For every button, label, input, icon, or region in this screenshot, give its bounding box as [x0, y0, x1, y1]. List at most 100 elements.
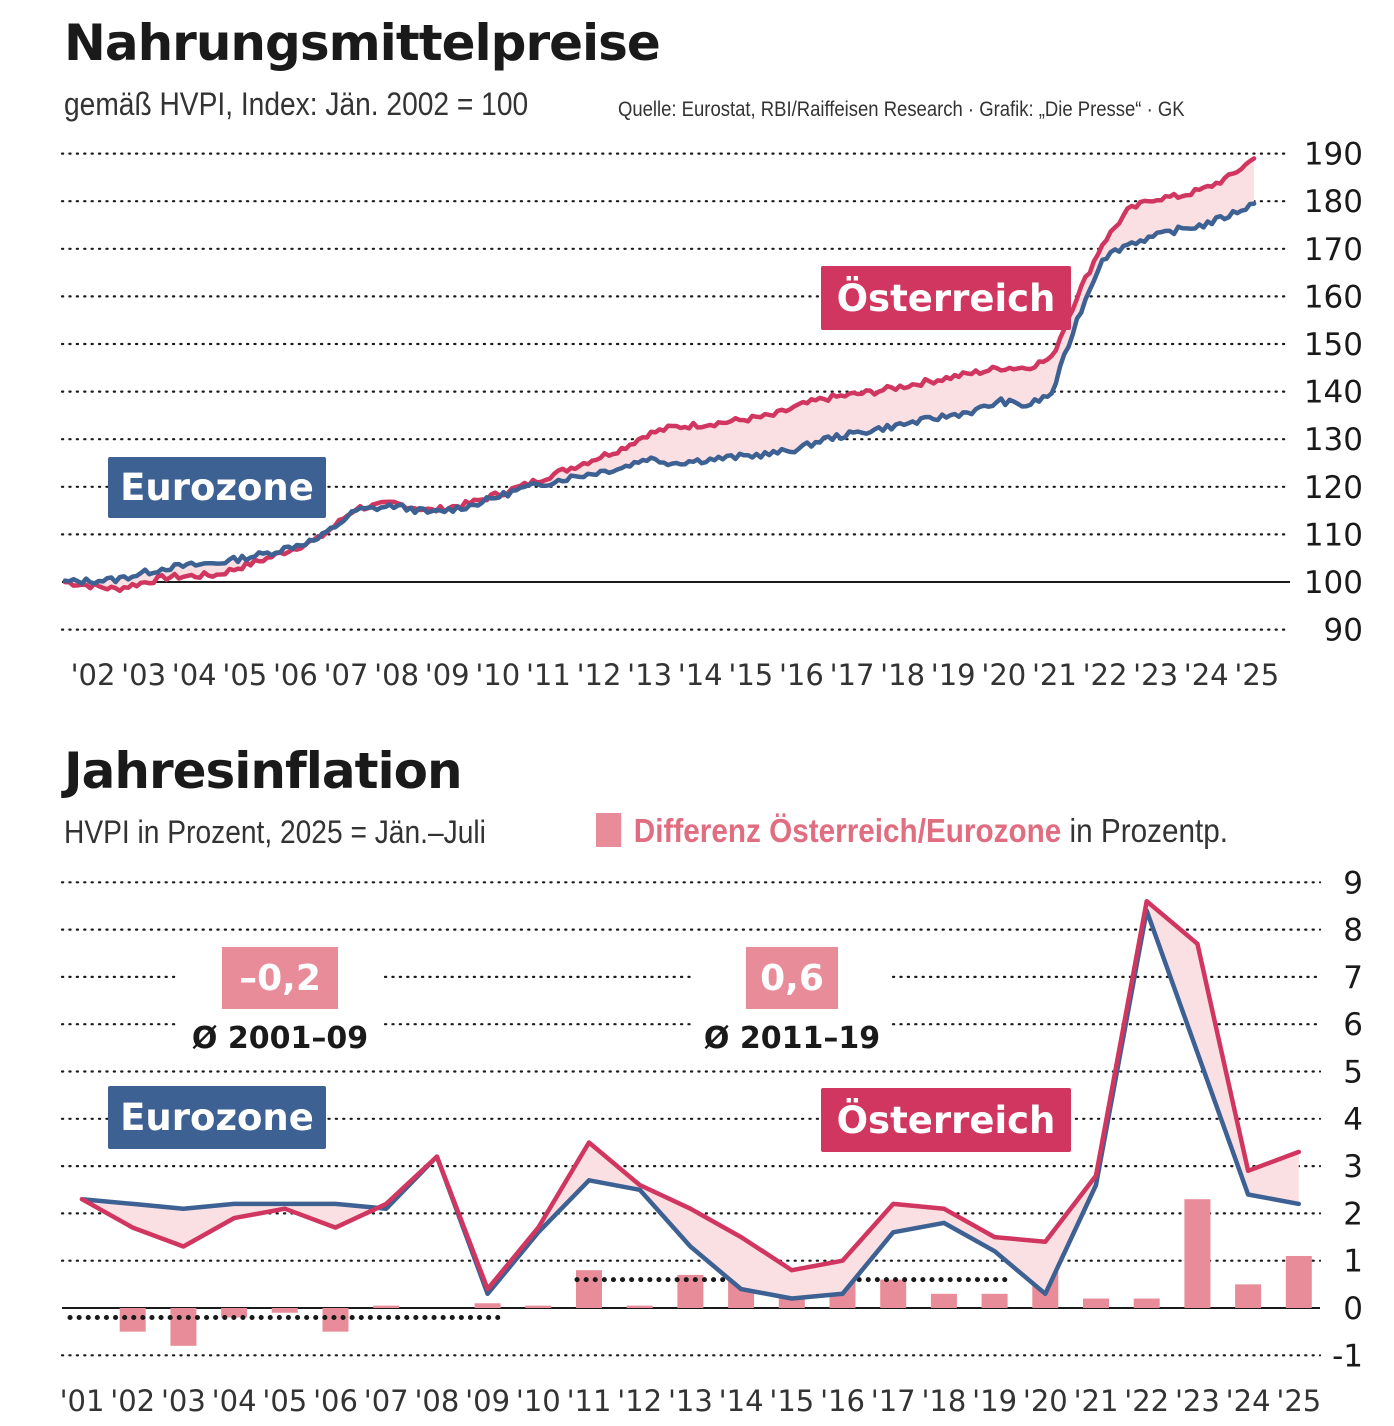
bottom-x-tick-label: '05 [262, 1384, 307, 1418]
difference-bars [119, 1199, 1312, 1346]
difference-bar [1083, 1298, 1109, 1308]
top-x-tick-label: '25 [1234, 658, 1279, 692]
top-x-tick-label: '11 [526, 658, 571, 692]
legend-label: Differenz Österreich/Eurozone [633, 812, 1062, 849]
difference-bar [1235, 1284, 1262, 1308]
bottom-y-tick-label: 4 [1343, 1102, 1363, 1138]
annual-inflation-chart: -1 0 1 2 3 4 5 6 7 8 9 '01'02'03'04'05'06'07'08'09… [60, 866, 1363, 1418]
bottom-x-tick-label: '11 [567, 1384, 612, 1418]
average-2001-09-value: –0,2 [239, 958, 321, 999]
top-x-tick-label: '10 [475, 658, 520, 692]
source-credit: Quelle: Eurostat, RBI/Raiffeisen Researc… [618, 98, 1185, 121]
bottom-austria-label: Österreich [821, 1088, 1071, 1152]
bottom-eurozone-label: Eurozone [108, 1086, 326, 1149]
bottom-x-tick-label: '10 [516, 1384, 561, 1418]
bottom-x-tick-label: '13 [668, 1384, 713, 1418]
difference-bar [1285, 1255, 1312, 1308]
bottom-x-tick-label: '07 [364, 1384, 409, 1418]
difference-bar [474, 1303, 501, 1308]
bottom-x-tick-label: '02 [110, 1384, 155, 1418]
top-x-tick-label: '15 [728, 658, 773, 692]
bottom-y-tick-label: 3 [1343, 1149, 1363, 1185]
average-2011-19-period: Ø 2011–19 [704, 1021, 880, 1056]
bottom-x-tick-label: '08 [414, 1384, 459, 1418]
top-x-tick-label: '23 [1133, 658, 1178, 692]
top-y-axis: 90 100 110 120 130 140 150 160 170 180 190 [1304, 137, 1363, 649]
bottom-eurozone-line [79, 908, 1302, 1301]
difference-bar [930, 1293, 957, 1308]
top-austria-line [62, 156, 1257, 594]
bottom-x-tick-label: '21 [1074, 1384, 1119, 1418]
top-eurozone-label: Eurozone [108, 457, 326, 518]
average-lines [67, 1277, 1010, 1320]
average-2011-19-badge: 0,6 Ø 2011–19 [704, 947, 880, 1056]
difference-bar [1133, 1298, 1160, 1308]
bottom-difference-area [82, 901, 1299, 1299]
bottom-x-tick-label: '20 [1023, 1384, 1068, 1418]
difference-bar [271, 1308, 298, 1313]
top-eurozone-line [62, 201, 1257, 586]
bottom-y-tick-label: 6 [1343, 1007, 1363, 1043]
bottom-x-tick-label: '09 [465, 1384, 510, 1418]
top-eurozone-label-text: Eurozone [120, 466, 314, 509]
difference-bar [373, 1305, 400, 1308]
bottom-y-tick-label: 1 [1343, 1244, 1363, 1280]
bottom-x-tick-label: '16 [820, 1384, 865, 1418]
bottom-y-tick-label: 0 [1343, 1291, 1363, 1327]
top-x-tick-label: '21 [1032, 658, 1077, 692]
bottom-x-tick-label: '17 [871, 1384, 916, 1418]
top-y-tick-label: 120 [1304, 470, 1363, 506]
bottom-y-tick-label: 5 [1343, 1055, 1363, 1091]
difference-bar [677, 1274, 704, 1308]
top-x-tick-label: '02 [71, 658, 116, 692]
top-x-tick-label: '17 [830, 658, 875, 692]
bottom-x-tick-label: '12 [617, 1384, 662, 1418]
bottom-x-tick-label: '06 [313, 1384, 358, 1418]
top-x-tick-label: '06 [273, 658, 318, 692]
difference-legend: Differenz Österreich/Eurozone in Prozent… [596, 812, 1228, 850]
top-y-tick-label: 170 [1304, 232, 1363, 268]
top-x-tick-label: '08 [374, 658, 419, 692]
bottom-y-tick-label: 9 [1343, 866, 1363, 901]
top-x-tick-label: '22 [1083, 658, 1128, 692]
bottom-y-tick-label: -1 [1332, 1338, 1363, 1374]
top-x-tick-label: '12 [577, 658, 622, 692]
difference-bar [626, 1305, 653, 1308]
bottom-x-tick-label: '03 [161, 1384, 206, 1418]
difference-bar [221, 1308, 248, 1318]
top-difference-area [65, 158, 1255, 591]
bottom-x-tick-label: '24 [1226, 1384, 1271, 1418]
top-y-tick-label: 100 [1304, 565, 1363, 601]
difference-bar [880, 1279, 907, 1308]
bottom-x-tick-label: '14 [719, 1384, 764, 1418]
top-x-tick-label: '19 [931, 658, 976, 692]
bottom-x-tick-label: '23 [1175, 1384, 1220, 1418]
legend-swatch [596, 813, 622, 847]
top-x-tick-label: '09 [425, 658, 470, 692]
bottom-y-tick-label: 8 [1343, 913, 1363, 949]
top-x-axis: '02'03'04'05'06'07'08'09'10'11'12'13'14 '… [71, 658, 1280, 692]
average-2001-09-badge: –0,2 Ø 2001–09 [192, 947, 368, 1056]
bottom-x-tick-label: '04 [212, 1384, 257, 1418]
bottom-chart-subtitle: HVPI in Prozent, 2025 = Jän.–Juli [64, 814, 486, 850]
top-x-tick-label: '20 [981, 658, 1026, 692]
top-y-tick-label: 180 [1304, 184, 1363, 220]
top-y-tick-label: 130 [1304, 422, 1363, 458]
legend-suffix: in Prozentp. [1069, 812, 1229, 849]
difference-bar [1184, 1199, 1211, 1308]
average-2001-09-period: Ø 2001–09 [192, 1021, 368, 1056]
bottom-x-tick-label: '25 [1276, 1384, 1321, 1418]
bottom-x-tick-label: '19 [972, 1384, 1017, 1418]
top-x-tick-label: '13 [627, 658, 672, 692]
bottom-austria-label-text: Österreich [837, 1098, 1056, 1142]
difference-bar [170, 1308, 197, 1346]
top-x-tick-label: '05 [222, 658, 267, 692]
bottom-y-axis: -1 0 1 2 3 4 5 6 7 8 9 [1332, 866, 1363, 1374]
difference-bar [322, 1308, 349, 1332]
top-y-tick-label: 110 [1304, 517, 1363, 553]
difference-bar [576, 1270, 602, 1308]
top-x-tick-label: '16 [779, 658, 824, 692]
difference-bar [119, 1308, 146, 1332]
top-austria-label-text: Österreich [837, 276, 1056, 320]
